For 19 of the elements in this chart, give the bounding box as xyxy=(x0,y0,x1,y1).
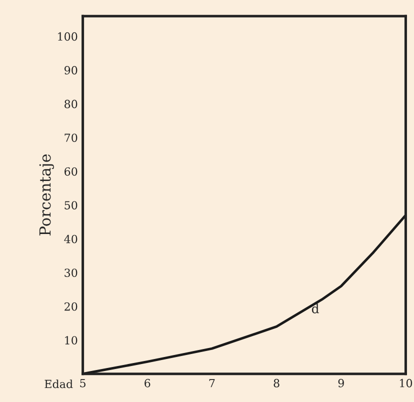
y-tick-label: 50 xyxy=(64,201,78,210)
x-axis-title: Edad xyxy=(44,380,73,388)
y-tick-label: 40 xyxy=(64,234,78,244)
y-tick-label: 60 xyxy=(64,167,78,176)
y-tick-label: 10 xyxy=(65,336,78,344)
y-tick-label: 30 xyxy=(64,268,78,277)
y-tick-label: 90 xyxy=(64,66,78,74)
x-tick-label: 7 xyxy=(209,379,215,388)
x-tick-label: 5 xyxy=(80,379,86,388)
y-tick-label: 100 xyxy=(58,32,78,41)
y-axis-title: Porcentaje xyxy=(39,154,54,236)
x-tick-label: 6 xyxy=(144,378,150,388)
x-tick-label: 10 xyxy=(400,378,412,388)
x-tick-label: 9 xyxy=(338,378,344,388)
y-tick-label: 20 xyxy=(64,302,78,311)
y-tick-label: 70 xyxy=(64,134,78,142)
annotation: d xyxy=(312,304,319,314)
x-tick-label: 8 xyxy=(274,378,280,388)
y-tick-label: 80 xyxy=(64,100,78,108)
